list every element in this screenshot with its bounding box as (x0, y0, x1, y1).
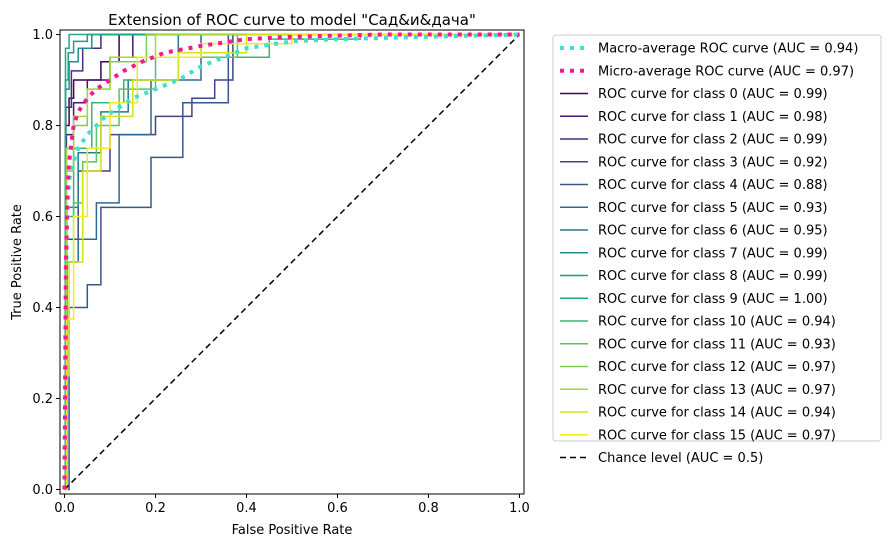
series-line-16 (64, 33, 520, 491)
series-line-1 (62, 32, 520, 490)
chart-title: Extension of ROC curve to model "Сад&и&д… (108, 11, 476, 29)
x-tick-label: 0.0 (54, 501, 75, 516)
y-tick-label: 0.2 (32, 392, 53, 407)
legend-label-11: ROC curve for class 9 (AUC = 1.00) (598, 292, 828, 307)
legend-label-17: ROC curve for class 15 (AUC = 0.97) (598, 428, 836, 443)
plot-frame (59, 29, 525, 495)
legend: Macro-average ROC curve (AUC = 0.94) Micr… (552, 34, 882, 466)
legend-entries: Macro-average ROC curve (AUC = 0.94) Micr… (560, 42, 858, 466)
x-axis: 0.0 0.2 0.4 0.6 0.8 1.0 (54, 494, 530, 516)
y-tick-label: 0.8 (32, 119, 53, 134)
legend-label-13: ROC curve for class 11 (AUC = 0.93) (598, 337, 836, 352)
y-tick-label: 0.4 (32, 301, 53, 316)
x-tick-label: 0.8 (418, 501, 439, 516)
y-axis: 0.0 0.2 0.4 0.6 0.8 1.0 (32, 28, 60, 498)
legend-label-3: ROC curve for class 1 (AUC = 0.98) (598, 110, 828, 125)
legend-label-10: ROC curve for class 8 (AUC = 0.99) (598, 269, 828, 284)
legend-label-9: ROC curve for class 7 (AUC = 0.99) (598, 246, 828, 261)
plot-area (59, 29, 525, 495)
legend-label-1: Micro-average ROC curve (AUC = 0.97) (598, 64, 854, 79)
legend-label-12: ROC curve for class 10 (AUC = 0.94) (598, 315, 836, 330)
series-line-6 (64, 33, 520, 491)
y-tick-label: 1.0 (32, 28, 53, 43)
x-tick-label: 0.6 (327, 501, 348, 516)
series-line-17 (64, 33, 520, 491)
series-line-15 (64, 33, 520, 491)
y-tick-label: 0.0 (32, 483, 53, 498)
x-tick-label: 1.0 (509, 501, 530, 516)
legend-label-6: ROC curve for class 4 (AUC = 0.88) (598, 178, 828, 193)
series-layer (62, 32, 521, 491)
legend-label-5: ROC curve for class 3 (AUC = 0.92) (598, 155, 828, 170)
series-line-18 (63, 33, 521, 491)
y-axis-label: True Positive Rate (10, 204, 25, 321)
x-tick-label: 0.2 (145, 501, 166, 516)
legend-box (552, 34, 882, 442)
legend-label-7: ROC curve for class 5 (AUC = 0.93) (598, 201, 828, 216)
legend-label-16: ROC curve for class 14 (AUC = 0.94) (598, 406, 836, 421)
legend-label-15: ROC curve for class 13 (AUC = 0.97) (598, 383, 836, 398)
x-axis-label: False Positive Rate (232, 523, 353, 538)
legend-label-18: Chance level (AUC = 0.5) (598, 451, 763, 466)
legend-label-2: ROC curve for class 0 (AUC = 0.99) (598, 87, 828, 102)
legend-label-14: ROC curve for class 12 (AUC = 0.97) (598, 360, 836, 375)
legend-label-8: ROC curve for class 6 (AUC = 0.95) (598, 224, 828, 239)
y-tick-label: 0.6 (32, 210, 53, 225)
x-tick-label: 0.4 (236, 501, 257, 516)
legend-label-0: Macro-average ROC curve (AUC = 0.94) (598, 42, 858, 57)
series-line-5 (64, 33, 520, 491)
legend-label-4: ROC curve for class 2 (AUC = 0.99) (598, 133, 828, 148)
